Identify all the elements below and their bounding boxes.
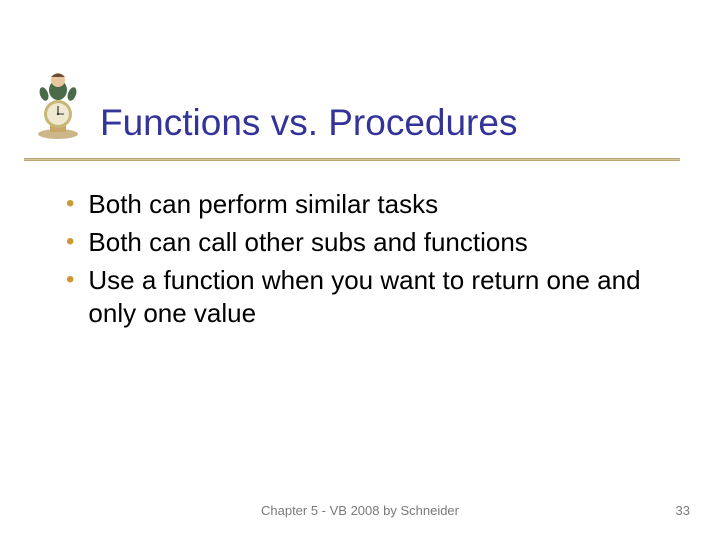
bullet-marker-icon: • <box>66 188 74 220</box>
bullet-item: • Both can call other subs and functions <box>66 226 656 260</box>
bullet-text: Both can call other subs and functions <box>88 226 527 260</box>
bullet-marker-icon: • <box>66 264 74 296</box>
bullet-item: • Use a function when you want to return… <box>66 264 656 332</box>
slide-title: Functions vs. Procedures <box>100 102 517 144</box>
bullet-marker-icon: • <box>66 226 74 258</box>
bullet-text: Use a function when you want to return o… <box>88 264 656 332</box>
footer-text: Chapter 5 - VB 2008 by Schneider <box>0 503 720 518</box>
title-underline <box>0 158 720 164</box>
clock-figure-icon <box>28 72 88 142</box>
page-number: 33 <box>676 503 690 518</box>
bullet-list: • Both can perform similar tasks • Both … <box>66 188 656 335</box>
bullet-text: Both can perform similar tasks <box>88 188 438 222</box>
bullet-item: • Both can perform similar tasks <box>66 188 656 222</box>
slide: Functions vs. Procedures • Both can perf… <box>0 0 720 540</box>
